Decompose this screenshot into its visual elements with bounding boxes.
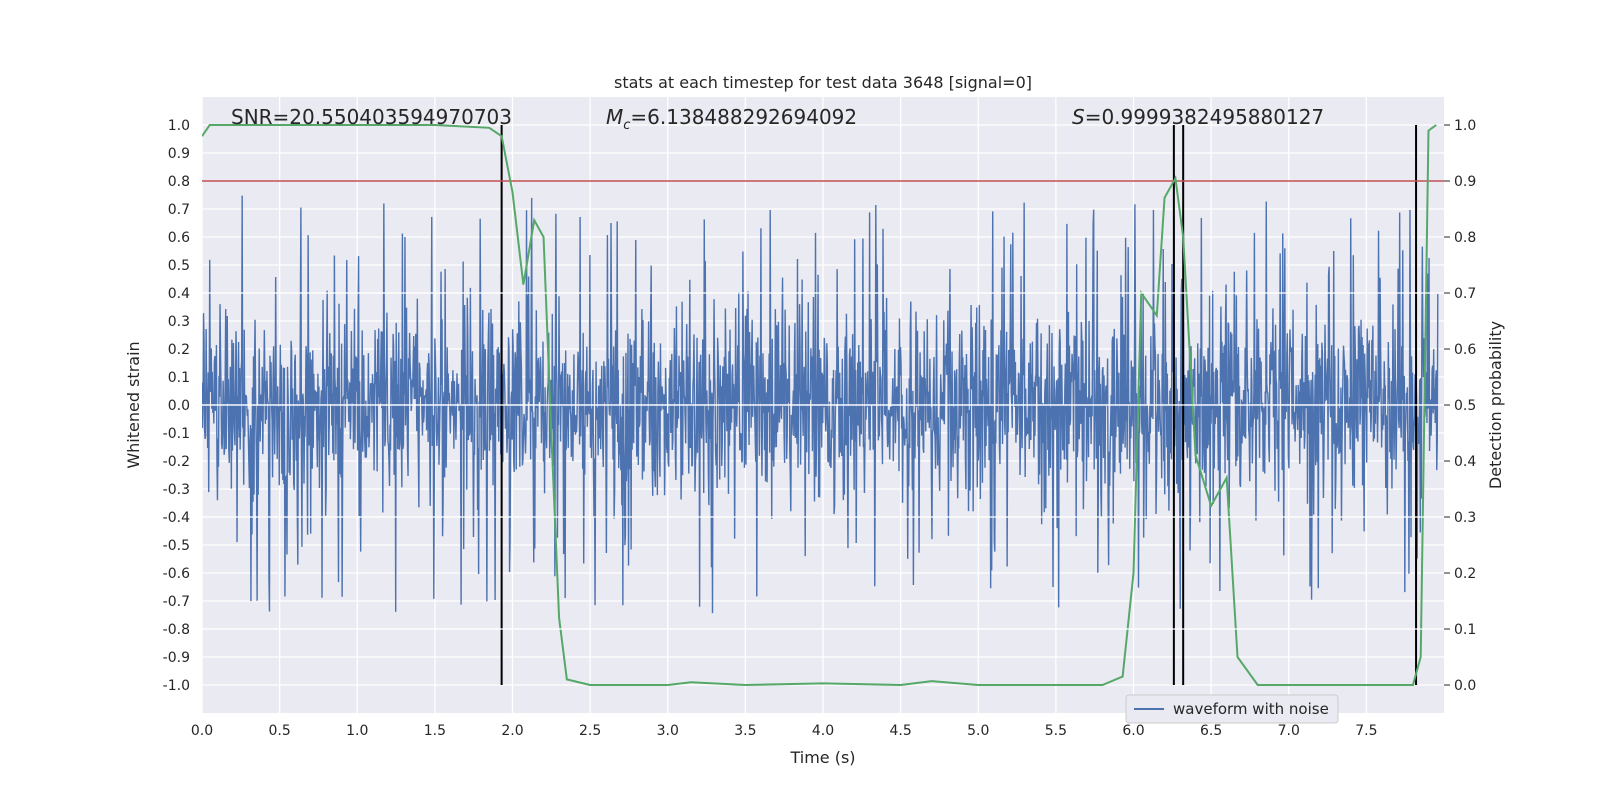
y-left-tick-label: 0.0 <box>168 398 190 414</box>
mc-value: =6.138488292694092 <box>630 105 857 129</box>
s-symbol: S <box>1072 105 1085 129</box>
x-tick-label: 2.5 <box>579 723 601 739</box>
y-left-tick-label: -0.5 <box>163 538 190 554</box>
x-tick-label: 0.0 <box>191 723 213 739</box>
s-annotation: S=0.9999382495880127 <box>1072 105 1324 129</box>
y-left-tick-label: 0.4 <box>168 286 190 302</box>
x-tick-label: 5.0 <box>967 723 989 739</box>
x-tick-label: 7.5 <box>1355 723 1377 739</box>
legend: waveform with noise <box>1125 694 1339 724</box>
x-tick-label: 2.0 <box>501 723 523 739</box>
x-tick-label: 3.5 <box>734 723 756 739</box>
y-left-tick-label: -0.1 <box>163 426 190 442</box>
y-left-tick-label: 0.9 <box>168 146 190 162</box>
y-right-tick-label: 0.9 <box>1454 174 1476 190</box>
y-right-tick-label: 0.0 <box>1454 678 1476 694</box>
y-right-tick-label: 0.3 <box>1454 510 1476 526</box>
x-tick-label: 0.5 <box>268 723 290 739</box>
x-tick-label: 4.5 <box>889 723 911 739</box>
y-left-tick-label: -0.6 <box>163 566 190 582</box>
y-left-tick-label: -0.3 <box>163 482 190 498</box>
x-tick-label: 4.0 <box>812 723 834 739</box>
x-axis-label: Time (s) <box>789 748 855 767</box>
y-left-tick-label: 0.1 <box>168 370 190 386</box>
s-value: =0.9999382495880127 <box>1085 105 1324 129</box>
y-right-tick-label: 1.0 <box>1454 118 1476 134</box>
y-left-axis-ticks: 1.0 0.9 0.8 0.7 0.6 0.5 0.4 0.3 0.2 0.1 0.0 -0.1 -0.… <box>163 118 190 694</box>
x-tick-label: 1.0 <box>346 723 368 739</box>
y-right-tick-label: 0.2 <box>1454 566 1476 582</box>
y-left-tick-label: 0.2 <box>168 342 190 358</box>
y-right-tick-label: 0.5 <box>1454 398 1476 414</box>
y-right-tick-label: 0.1 <box>1454 622 1476 638</box>
y-right-tick-label: 0.4 <box>1454 454 1476 470</box>
y-left-tick-label: -0.2 <box>163 454 190 470</box>
x-axis-ticks: 0.0 0.5 1.0 1.5 2.0 2.5 3.0 3.5 4.0 4.5 5.0 5.5 6.0 6… <box>191 723 1378 739</box>
y-right-axis-label: Detection probability <box>1486 321 1505 489</box>
x-tick-label: 1.5 <box>424 723 446 739</box>
mc-symbol: M <box>606 105 623 129</box>
y-left-tick-label: 0.5 <box>168 258 190 274</box>
waveform-series <box>202 195 1439 614</box>
x-tick-label: 5.5 <box>1045 723 1067 739</box>
y-left-tick-label: 1.0 <box>168 118 190 134</box>
y-right-tick-label: 0.7 <box>1454 286 1476 302</box>
y-right-tick-label: 0.6 <box>1454 342 1476 358</box>
y-right-axis-ticks: 1.0 0.9 0.8 0.7 0.6 0.5 0.4 0.3 0.2 0.1 0.0 <box>1444 118 1476 694</box>
x-tick-label: 6.5 <box>1200 723 1222 739</box>
legend-box <box>1125 694 1339 724</box>
y-left-tick-label: -0.4 <box>163 510 190 526</box>
y-left-tick-label: -1.0 <box>163 678 190 694</box>
y-left-tick-label: -0.7 <box>163 594 190 610</box>
y-left-axis-label: Whitened strain <box>124 341 143 468</box>
y-right-tick-label: 0.8 <box>1454 230 1476 246</box>
legend-label: waveform with noise <box>1173 700 1329 718</box>
x-tick-label: 6.0 <box>1122 723 1144 739</box>
y-left-tick-label: -0.9 <box>163 650 190 666</box>
mc-subscript: c <box>623 118 630 133</box>
y-left-tick-label: 0.3 <box>168 314 190 330</box>
y-left-tick-label: 0.6 <box>168 230 190 246</box>
x-tick-label: 3.0 <box>657 723 679 739</box>
chart-title: stats at each timestep for test data 364… <box>614 73 1032 92</box>
y-left-tick-label: 0.7 <box>168 202 190 218</box>
x-tick-label: 7.0 <box>1278 723 1300 739</box>
snr-annotation: SNR=20.550403594970703 <box>231 105 512 129</box>
chirp-mass-annotation: Mc=6.138488292694092 <box>606 105 857 133</box>
probability-series <box>202 124 1437 687</box>
y-left-tick-label: 0.8 <box>168 174 190 190</box>
y-left-tick-label: -0.8 <box>163 622 190 638</box>
